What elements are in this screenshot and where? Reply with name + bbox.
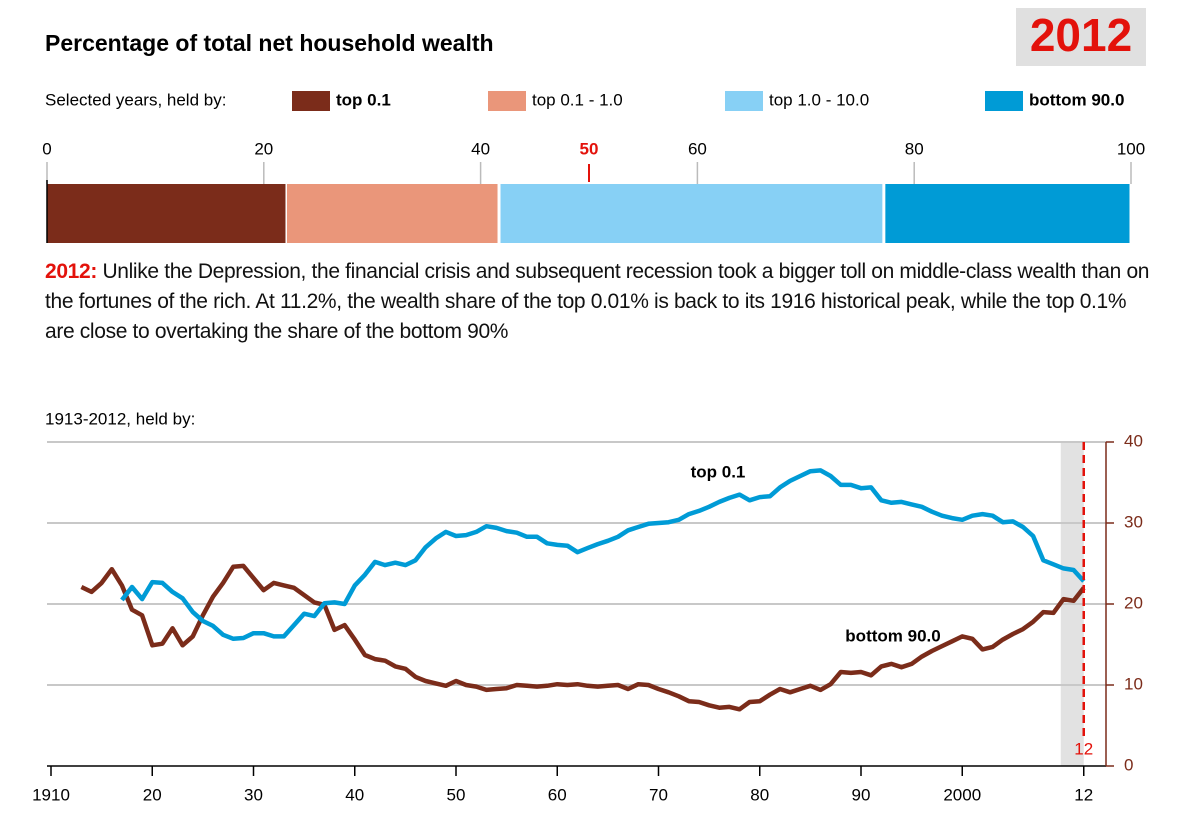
badge: 2012 bbox=[1030, 9, 1132, 61]
bar-segment bbox=[500, 184, 883, 243]
x-tick-label: 60 bbox=[548, 785, 567, 804]
x-tick-label: 1910 bbox=[32, 785, 70, 804]
legend-label: top 1.0 - 10.0 bbox=[769, 90, 869, 109]
x-tick-label: 40 bbox=[471, 139, 490, 158]
legend-title: Selected years, held by: bbox=[45, 90, 226, 109]
annotation-lead: 2012: bbox=[45, 260, 97, 283]
x-tick-label: 70 bbox=[649, 785, 668, 804]
x-tick-label: 80 bbox=[750, 785, 769, 804]
series-line bbox=[120, 468, 1086, 642]
legend-label: bottom 90.0 bbox=[1029, 90, 1124, 109]
legend-label: top 0.1 bbox=[336, 90, 391, 109]
y-tick-label: 10 bbox=[1124, 674, 1143, 693]
bar-segment bbox=[885, 184, 1130, 243]
x-tick-label: 50 bbox=[580, 139, 599, 158]
x-tick-label: 20 bbox=[254, 139, 273, 158]
y-tick-label: 40 bbox=[1124, 431, 1143, 450]
y-tick-label: 30 bbox=[1124, 512, 1143, 531]
x-tick-label: 2000 bbox=[943, 785, 981, 804]
bar-segment bbox=[47, 184, 286, 243]
subtitle: 1913-2012, held by: bbox=[45, 409, 195, 428]
legend-label: top 0.1 - 1.0 bbox=[532, 90, 623, 109]
x-tick-label: 40 bbox=[345, 785, 364, 804]
legend-swatch bbox=[292, 91, 330, 111]
bar-segment bbox=[286, 184, 498, 243]
y-tick-label: 0 bbox=[1124, 755, 1133, 774]
legend-swatch bbox=[725, 91, 763, 111]
series-label: bottom 90.0 bbox=[845, 626, 940, 645]
x-tick-label: 0 bbox=[42, 139, 51, 158]
x-tick-label: 30 bbox=[244, 785, 263, 804]
x-tick-label: 100 bbox=[1117, 139, 1145, 158]
annotation: 2012: Unlike the Depression, the financi… bbox=[45, 257, 1155, 347]
series-line bbox=[80, 563, 1086, 712]
chart-title: Percentage of total net household wealth bbox=[45, 30, 494, 56]
series-label: top 0.1 bbox=[691, 462, 746, 481]
badge-bg bbox=[1016, 8, 1146, 66]
x-tick-label: 50 bbox=[447, 785, 466, 804]
annotation-text: Unlike the Depression, the financial cri… bbox=[45, 260, 1150, 343]
x-tick-label: 90 bbox=[852, 785, 871, 804]
highlight-label: 12 bbox=[1074, 739, 1093, 758]
x-tick-label: 12 bbox=[1074, 785, 1093, 804]
legend-swatch bbox=[985, 91, 1023, 111]
x-tick-label: 60 bbox=[688, 139, 707, 158]
legend-swatch bbox=[488, 91, 526, 111]
y-tick-label: 20 bbox=[1124, 593, 1143, 612]
x-tick-label: 80 bbox=[905, 139, 924, 158]
x-tick-label: 20 bbox=[143, 785, 162, 804]
